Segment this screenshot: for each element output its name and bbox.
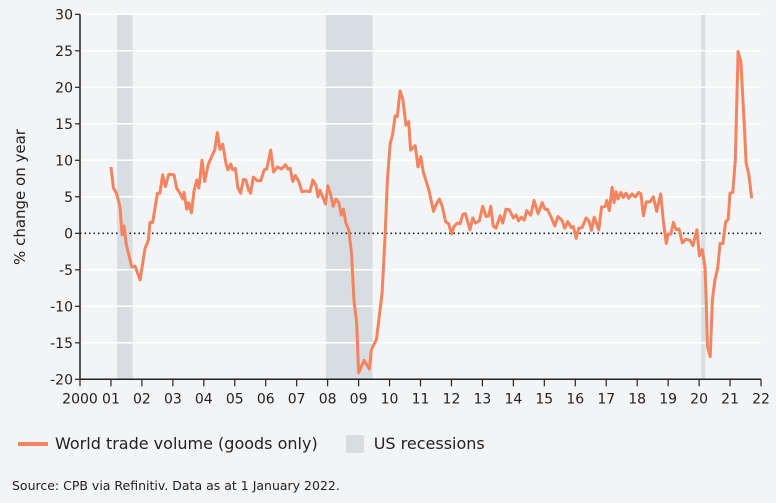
x-tick-label: 19 [659, 391, 677, 407]
y-tick-label: -15 [50, 336, 73, 352]
x-axis: 2000 01 02 03 04 05 06 07 08 09 10 11 12 13 14 15 16 17 18… [62, 378, 770, 407]
x-tick-label: 06 [257, 391, 275, 407]
y-tick-label: 0 [64, 226, 73, 242]
legend-recession-label: US recessions [373, 434, 485, 453]
x-tick-label: 2000 [62, 391, 98, 407]
y-tick-label: 10 [55, 153, 73, 169]
x-tick-label: 16 [566, 391, 584, 407]
y-tick-label: -20 [50, 372, 73, 388]
y-tick-label: -5 [59, 263, 73, 279]
x-tick-label: 13 [473, 391, 491, 407]
x-tick-label: 01 [102, 391, 120, 407]
source-note: Source: CPB via Refinitiv. Data as at 1 … [12, 478, 340, 493]
x-tick-label: 14 [504, 391, 522, 407]
y-tick-label: 15 [55, 117, 73, 133]
y-tick-label: 20 [55, 80, 73, 96]
legend: World trade volume (goods only) US reces… [18, 434, 485, 453]
legend-recession-swatch [345, 434, 364, 453]
x-tick-label: 05 [226, 391, 244, 407]
x-tick-label: 04 [195, 391, 213, 407]
gridlines [80, 13, 761, 344]
y-axis-label: % change on year [11, 128, 29, 265]
x-tick-label: 12 [443, 391, 461, 407]
x-tick-label: 03 [164, 391, 182, 407]
x-tick-label: 22 [752, 391, 770, 407]
y-tick-label: 30 [55, 7, 73, 23]
x-tick-label: 08 [319, 391, 337, 407]
x-tick-label: 11 [412, 391, 430, 407]
series-line-world-trade-volume [109, 50, 754, 375]
x-tick-label: 17 [597, 391, 615, 407]
x-tick-label: 20 [690, 391, 708, 407]
x-tick-label: 18 [628, 391, 646, 407]
y-axis: -20 -15 -10 -5 0 5 10 15 20 25 30 [50, 7, 81, 388]
x-tick-label: 07 [288, 391, 306, 407]
legend-line-swatch [18, 441, 48, 446]
legend-series-label: World trade volume (goods only) [55, 434, 318, 453]
x-tick-label: 02 [133, 391, 151, 407]
x-tick-label: 10 [381, 391, 399, 407]
y-tick-label: 5 [64, 190, 73, 206]
y-tick-label: 25 [55, 44, 73, 60]
y-tick-label: -10 [50, 299, 73, 315]
x-tick-label: 09 [350, 391, 368, 407]
x-tick-label: 15 [535, 391, 553, 407]
x-tick-label: 21 [721, 391, 739, 407]
